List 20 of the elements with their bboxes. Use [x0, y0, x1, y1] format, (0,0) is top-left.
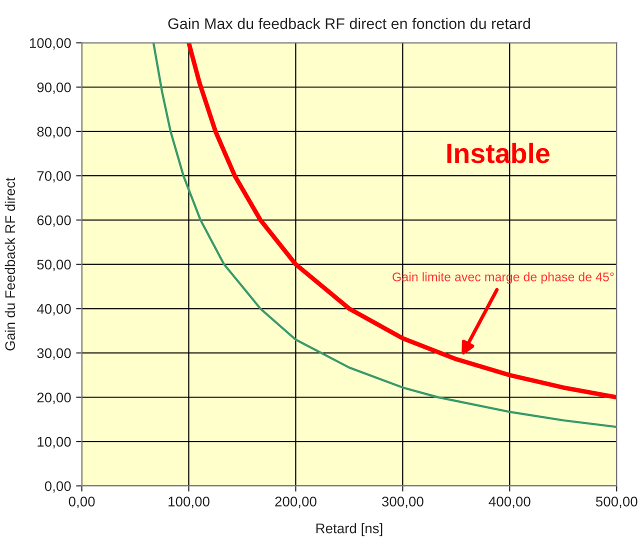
x-axis-title: Retard [ns] — [316, 523, 382, 536]
x-tick-label: 0,00 — [68, 496, 95, 508]
y-tick-label: 20,00 — [37, 392, 71, 404]
x-tick-label: 300,00 — [382, 496, 424, 508]
y-axis-title: Gain du Feedback RF direct — [4, 178, 16, 350]
y-tick-label: 40,00 — [36, 304, 71, 316]
y-tick-label: 60,00 — [37, 215, 71, 227]
y-tick-label: 0,00 — [44, 481, 71, 493]
chart-title: Gain Max du feedback RF direct en fonction du retard — [168, 18, 530, 30]
x-tick-label: 100,00 — [168, 496, 210, 508]
x-tick-label: 400,00 — [488, 496, 530, 508]
x-tick-label: 200,00 — [275, 496, 316, 508]
y-tick-label: 70,00 — [37, 171, 71, 183]
y-tick-label: 90,00 — [37, 82, 71, 94]
y-tick-label: 30,00 — [37, 348, 71, 360]
y-tick-label: 80,00 — [37, 126, 71, 138]
x-tick-label: 500,00 — [596, 496, 638, 508]
y-tick-label: 50,00 — [37, 260, 71, 272]
y-tick-label: 100,00 — [30, 38, 71, 50]
y-tick-label: 10,00 — [38, 436, 71, 448]
